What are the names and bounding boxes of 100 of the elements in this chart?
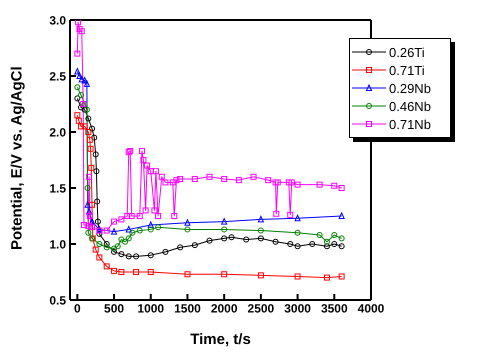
point [221,226,228,232]
point [118,216,124,222]
y-tick-label: 0.5 [49,293,66,308]
y-tick-label: 1.5 [49,181,66,196]
point [316,182,323,188]
point [243,236,250,243]
y-tick-label: 2.5 [49,69,66,84]
point [324,238,330,245]
point [258,272,264,278]
point [111,268,118,274]
point [129,230,136,236]
point [89,224,96,230]
x-tick-label: 500 [104,302,124,316]
point [221,176,228,182]
point [74,50,80,57]
legend-label: 0.29Nb [389,80,431,96]
point [140,157,146,163]
point [162,248,168,255]
point [88,164,94,171]
point [177,244,184,250]
point [184,219,190,226]
point [88,146,94,152]
point [148,221,154,228]
point [148,269,154,275]
point [126,253,132,260]
point [331,232,338,238]
point [76,26,83,32]
point [331,182,338,189]
point [142,207,149,214]
point [148,252,154,258]
point [272,238,279,245]
point [151,207,158,214]
point [294,243,301,250]
point [258,216,264,222]
point [338,185,345,191]
point [273,210,280,217]
point [184,226,190,232]
point [221,235,228,242]
point [111,228,118,235]
point [80,222,87,228]
point [104,241,110,247]
point [94,218,101,225]
point [192,242,198,248]
point [126,235,132,242]
point [104,228,110,234]
point [76,118,82,124]
point [89,126,96,132]
point [92,151,99,158]
point [104,244,110,250]
x-tick-label: 3000 [284,302,312,316]
point [221,271,228,278]
point [114,243,121,250]
point [84,201,91,208]
point [118,236,124,243]
point [155,224,162,230]
point [74,68,80,75]
point [221,218,228,225]
point [148,168,154,174]
point [92,246,99,253]
point [96,254,102,260]
legend-label: 0.71Ti [389,62,425,78]
point [85,230,92,236]
point [84,185,91,191]
x-tick-label: 4000 [358,302,385,316]
point [272,179,279,186]
point [148,226,154,232]
point [128,213,135,219]
point [85,223,92,230]
point [86,136,93,143]
point [78,123,84,130]
point [152,168,159,174]
point [206,174,212,180]
x-tick-label: 2000 [210,302,238,316]
point [236,177,242,184]
point [294,182,301,188]
point [250,174,257,180]
point [122,238,128,245]
point [84,80,90,87]
point [286,179,292,186]
point [287,212,294,218]
point [265,177,272,184]
point [78,92,84,98]
point [316,232,323,238]
legend-label: 0.26Ti [389,44,425,60]
point [82,123,88,130]
point [78,28,85,34]
point [287,241,294,247]
point [155,213,162,219]
point [86,208,92,215]
point [118,269,124,275]
point [126,226,132,232]
point [74,84,80,90]
point [258,235,264,242]
point [338,273,345,280]
point [96,228,102,234]
x-axis-title: Time, t/s [190,331,251,348]
point [133,253,140,260]
point [138,148,145,154]
x-tick-label: 1000 [137,302,164,316]
point [294,273,301,280]
